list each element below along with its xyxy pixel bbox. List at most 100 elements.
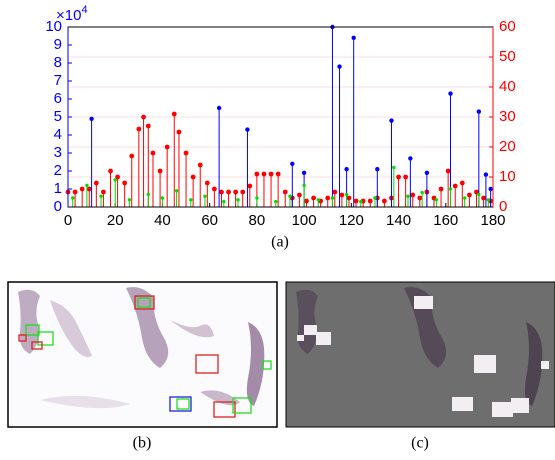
stem-marker — [255, 196, 259, 200]
caption: (a) — [271, 234, 289, 251]
stem-marker — [101, 189, 106, 195]
stem-marker — [296, 192, 302, 198]
stem-marker — [160, 196, 165, 200]
stem-marker — [233, 189, 239, 195]
stem-marker — [396, 174, 401, 180]
y-tick-label: 4 — [54, 126, 62, 143]
stem-marker — [301, 170, 307, 175]
stem-marker — [240, 189, 246, 195]
y-tick-label: 5 — [54, 108, 62, 125]
stem-marker — [477, 192, 481, 197]
multiplier-base: ×10 — [56, 7, 81, 24]
stem-marker — [141, 114, 146, 120]
stem-marker — [99, 194, 103, 198]
stem-marker — [438, 186, 444, 192]
stem-marker — [353, 198, 359, 204]
y-tick-label: 0 — [54, 198, 62, 215]
stem-marker — [79, 186, 85, 192]
x-tick-label: 160 — [433, 212, 458, 229]
caption: (c) — [411, 435, 429, 452]
stem-marker — [288, 194, 292, 198]
stem-marker — [247, 183, 253, 189]
stem-marker — [316, 198, 320, 202]
stem-marker — [86, 186, 92, 192]
caption: (b) — [133, 435, 152, 452]
x-tick-label: 20 — [107, 212, 124, 229]
stem-marker — [268, 171, 274, 177]
stem-marker — [85, 183, 89, 188]
stem-marker — [127, 198, 132, 202]
stem-marker — [219, 189, 224, 195]
stem-marker — [254, 171, 260, 177]
x-tick-label: 100 — [292, 212, 317, 229]
stem-marker — [488, 186, 493, 192]
stem-marker — [420, 190, 424, 195]
stem-marker — [375, 167, 380, 172]
stem-marker — [190, 174, 196, 180]
stem-marker — [434, 198, 439, 202]
y-multiplier: ×104 — [56, 4, 88, 24]
stem-marker — [459, 180, 465, 186]
stem-marker — [389, 118, 394, 123]
stem-marker — [245, 127, 250, 132]
stem-marker — [89, 116, 94, 122]
stem-marker — [302, 183, 306, 188]
stem-marker — [332, 189, 338, 195]
stem-marker — [325, 195, 331, 201]
stem-marker — [466, 192, 472, 198]
stem-marker — [481, 195, 486, 201]
stem-marker — [72, 189, 78, 195]
x-tick-label: 60 — [201, 212, 218, 229]
stem-marker — [344, 192, 349, 197]
stem-marker — [486, 198, 490, 202]
y2-tick-label: 50 — [499, 48, 516, 65]
y-tick-label: 1 — [54, 180, 62, 197]
stem-marker — [417, 195, 423, 201]
stem-marker — [129, 153, 135, 159]
y2-tick-label: 20 — [499, 138, 516, 155]
y2-tick-label: 40 — [499, 78, 516, 95]
multiplier-exponent: 4 — [81, 4, 87, 16]
stem-marker — [462, 196, 467, 200]
stem-marker — [351, 35, 356, 40]
stem-marker — [236, 198, 240, 202]
mask-image — [285, 281, 555, 428]
y-tick-label: 3 — [54, 144, 62, 161]
stem-marker — [164, 144, 170, 150]
x-tick-label: 180 — [480, 212, 505, 229]
stem-marker — [136, 126, 142, 132]
stem-marker — [311, 195, 316, 201]
stem-marker — [222, 199, 226, 204]
stem-marker — [476, 109, 482, 114]
stem-marker — [204, 180, 210, 186]
stem-marker — [174, 189, 179, 193]
stem-marker — [157, 168, 163, 174]
stem-marker — [176, 129, 182, 135]
stem-marker — [445, 168, 451, 174]
y-tick-label: 2 — [54, 162, 62, 179]
stem-marker — [145, 123, 151, 129]
stem-marker — [410, 192, 416, 198]
stem-marker — [274, 199, 278, 204]
stem-marker — [346, 195, 352, 201]
stem-marker — [408, 156, 413, 161]
stem-marker — [452, 183, 458, 189]
stem-marker — [381, 198, 387, 204]
y2-tick-label: 60 — [499, 18, 516, 35]
stem-marker — [197, 162, 203, 168]
stem-marker — [304, 198, 309, 204]
stem-marker — [115, 174, 120, 180]
stem-marker — [367, 198, 373, 204]
stem-marker — [344, 167, 349, 172]
stem-marker — [203, 194, 207, 198]
stem-marker — [171, 111, 177, 117]
slide-image — [7, 281, 278, 428]
stem-marker — [211, 186, 217, 192]
stem-marker — [290, 161, 295, 166]
y2-tick-label: 30 — [499, 108, 516, 125]
stem-marker — [150, 150, 156, 156]
stem-marker — [275, 171, 281, 177]
y-tick-label: 7 — [54, 72, 62, 89]
